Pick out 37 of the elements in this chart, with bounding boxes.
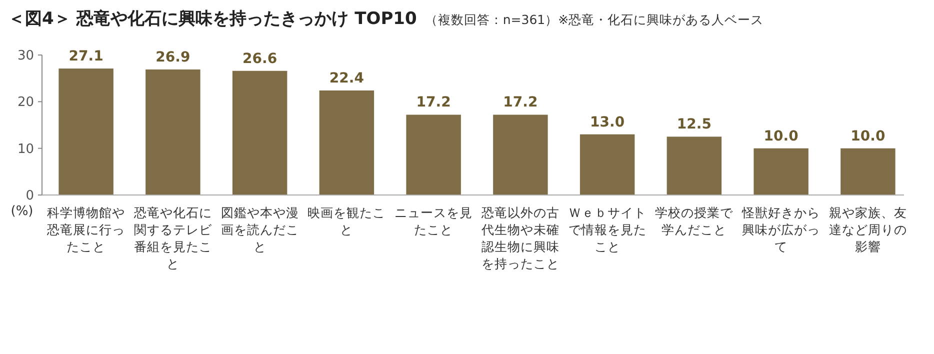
y-tick-label: 30	[17, 48, 34, 64]
data-label: 12.5	[676, 116, 712, 133]
data-label: 22.4	[329, 70, 364, 86]
x-tick-label: 科学博物館や恐竜展に行ったこと	[46, 205, 126, 254]
data-label: 10.0	[850, 128, 886, 144]
chart-subtitle: （複数回答：n=361）※恐竜・化石に興味がある人ベース	[424, 12, 764, 27]
bar	[840, 148, 896, 195]
data-label: 26.6	[242, 50, 278, 67]
data-label: 10.0	[764, 128, 799, 144]
bar	[406, 114, 461, 195]
y-tick-label: 0	[26, 188, 34, 204]
bar	[319, 90, 374, 195]
bar	[58, 68, 114, 195]
bar	[580, 134, 635, 195]
x-tick-label: 学校の授業で学んだこと	[655, 205, 734, 237]
bar	[754, 148, 808, 195]
x-tick-label: 図鑑や本や漫画を読んだこと	[220, 205, 299, 254]
bar	[666, 136, 722, 195]
chart-title: ＜図4＞ 恐竜や化石に興味を持ったきっかけ TOP10	[8, 9, 417, 29]
bar	[493, 114, 548, 195]
x-tick-label: 恐竜以外の古代生物や未確認生物に興味を持ったこと	[480, 205, 560, 271]
data-label: 17.2	[503, 94, 538, 111]
y-tick-label: 20	[17, 95, 34, 110]
x-tick-label: ニュースを見たこと	[394, 205, 473, 237]
data-label: 13.0	[590, 114, 625, 130]
x-tick-label: 怪獣好きから興味が広がって	[741, 205, 820, 254]
x-tick-label: 映画を観たこと	[308, 205, 386, 237]
data-label: 17.2	[416, 94, 451, 111]
data-label: 26.9	[156, 49, 190, 66]
bar	[232, 70, 288, 195]
x-tick-label: Ｗｅｂサイトで情報を見たこと	[568, 205, 646, 254]
y-tick-label: 10	[17, 142, 34, 157]
data-label: 27.1	[68, 48, 104, 65]
bar	[146, 69, 200, 195]
x-tick-label: 親や家族、友達など周りの影響	[828, 205, 907, 254]
x-tick-label: 恐竜や化石に関するテレビ番組を見たこと	[132, 205, 213, 271]
y-axis-title: (%)	[10, 204, 34, 219]
